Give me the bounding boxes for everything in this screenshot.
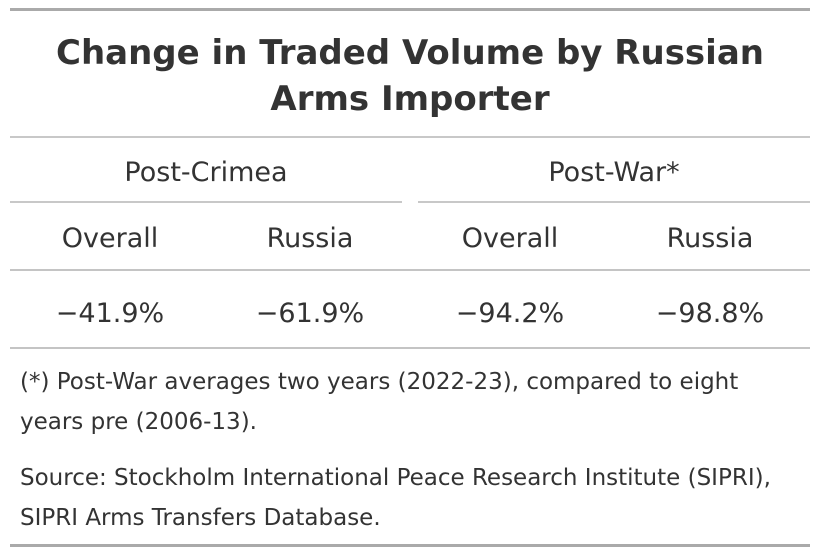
summary-table: Change in Traded Volume by Russian Arms … <box>10 8 810 548</box>
bottom-rule <box>10 544 810 547</box>
table-cell: −61.9% <box>255 298 365 329</box>
body-rule <box>10 347 810 349</box>
spanner-rule-post-crimea <box>10 201 402 203</box>
column-header-overall: Overall <box>461 223 559 254</box>
title-rule <box>10 136 810 138</box>
table-cell: −94.2% <box>455 298 565 329</box>
spanner-post-crimea: Post-Crimea <box>124 157 288 188</box>
spanner-post-war: Post-War* <box>548 157 680 188</box>
table-cell: −98.8% <box>655 298 765 329</box>
source-note: Source: Stockholm International Peace Re… <box>20 465 771 531</box>
column-header-russia: Russia <box>266 223 354 254</box>
column-header-russia: Russia <box>666 223 754 254</box>
header-rule <box>10 269 810 271</box>
top-rule <box>10 8 810 11</box>
footnote-post-war: (*) Post-War averages two years (2022-23… <box>20 369 739 435</box>
spanner-rule-post-war <box>418 201 810 203</box>
column-header-overall: Overall <box>61 223 159 254</box>
table-title: Change in Traded Volume by Russian Arms … <box>56 33 764 119</box>
table-cell: −41.9% <box>55 298 165 329</box>
